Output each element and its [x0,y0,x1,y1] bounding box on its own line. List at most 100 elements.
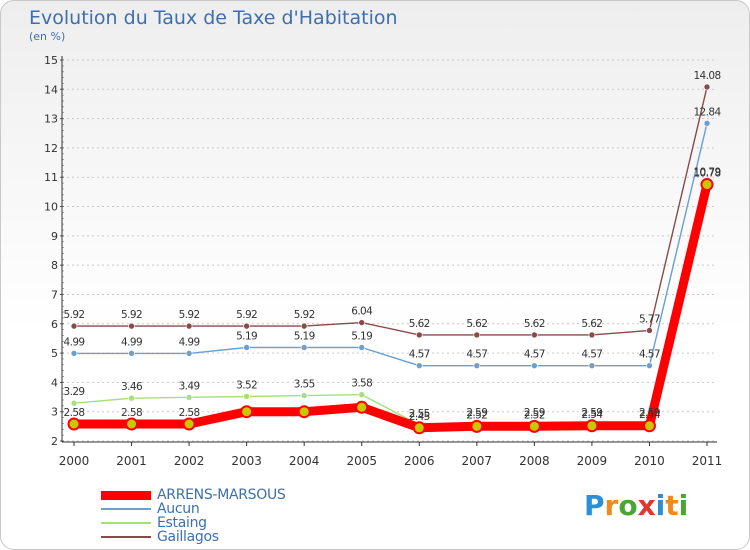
y-tick-label: 6 [51,318,58,331]
logo-letter: i [678,489,689,522]
y-tick-label: 9 [51,230,58,243]
legend-swatch [101,490,151,500]
y-tick-label: 11 [44,171,58,184]
data-point [473,331,481,339]
proxiti-logo: Proxiti [584,489,688,522]
data-point [412,421,426,435]
data-point [585,419,599,433]
data-point [240,405,254,419]
x-tick-label: 2000 [59,454,90,468]
data-label: 4.99 [121,336,142,348]
legend-item: ARRENS-MARSOUS [101,487,286,503]
data-label: 5.19 [236,331,257,343]
data-label: 2.58 [64,407,85,419]
legend-item: Estaing [101,515,207,531]
series-line-gaillagos [74,86,708,336]
chart-unit-label: (en %) [29,30,66,43]
data-label: 2.59 [581,407,602,419]
data-point [470,419,484,433]
x-tick-label: 2002 [174,454,205,468]
series-line-arrens-marsous [74,183,712,433]
x-tick-label: 2009 [577,454,608,468]
legend-swatch [101,508,151,510]
data-label: 5.62 [409,318,430,330]
data-point [185,322,193,330]
data-point [703,83,711,91]
data-label: 3.46 [121,381,143,393]
legend-item: Aucun [101,501,200,517]
data-point [358,344,366,351]
data-point [243,393,250,400]
x-tick-label: 2004 [289,454,320,468]
data-label: 2.58 [179,407,200,419]
series-line-estaing [73,183,708,426]
data-point [531,362,538,369]
y-tick-label: 13 [44,113,58,126]
data-label: 4.57 [581,349,602,361]
data-label: 2.59 [466,407,487,419]
y-tick-label: 14 [44,83,58,96]
y-tick-label: 5 [51,347,58,360]
data-label: 4.57 [639,349,660,361]
data-label: 2.54 [639,409,661,421]
data-point [646,362,653,369]
legend-swatch [101,522,151,524]
logo-letter: t [665,489,679,522]
data-label: 5.92 [236,309,257,321]
data-point [642,419,656,433]
data-point [70,322,78,330]
data-label: 3.52 [236,379,257,391]
data-point [355,400,369,414]
data-point [415,331,423,339]
y-tick-label: 10 [44,201,58,214]
data-label: 2.59 [524,407,545,419]
data-label: 2.58 [121,407,142,419]
data-label: 12.84 [693,106,721,118]
y-tick-label: 3 [51,406,58,419]
x-tick-label: 2011 [692,454,723,468]
data-point [125,417,139,431]
data-point [128,322,135,330]
chart-title: Evolution du Taux de Taxe d'Habitation [29,7,398,29]
y-tick-label: 4 [51,376,58,389]
data-point [703,120,711,127]
data-label: 6.04 [351,306,373,318]
logo-letter: x [637,489,656,522]
data-label: 5.77 [639,314,660,326]
y-tick-label: 8 [51,259,58,272]
data-point [70,350,78,357]
data-label: 2.55 [409,408,430,420]
data-label: 10.78 [693,168,720,180]
logo-letter: i [655,489,666,522]
y-tick-label: 15 [44,54,58,67]
data-label: 4.57 [409,349,430,361]
logo-letter: o [618,489,638,522]
x-tick-label: 2008 [519,454,550,468]
logo-letter: P [584,489,605,522]
x-tick-label: 2001 [116,454,147,468]
data-label: 3.29 [64,386,85,398]
data-point [243,344,250,351]
data-label: 5.19 [351,331,372,343]
data-label: 5.19 [294,331,315,343]
data-point [358,391,366,398]
data-point [588,331,596,339]
data-point [182,417,196,431]
data-label: 4.99 [64,336,85,348]
data-label: 5.62 [524,318,545,330]
data-label: 5.62 [466,318,487,330]
data-point [70,399,78,407]
y-tick-label: 2 [51,435,58,448]
x-tick-label: 2010 [634,454,665,468]
data-label: 5.92 [121,309,142,321]
data-point [297,405,311,419]
x-tick-label: 2003 [231,454,262,468]
data-label: 2.54 [581,409,603,421]
logo-letter: r [604,489,619,522]
data-point [358,319,366,326]
data-label: 10.79 [693,166,720,178]
data-point [300,392,308,399]
y-tick-label: 7 [51,288,58,301]
data-label: 4.57 [466,349,487,361]
